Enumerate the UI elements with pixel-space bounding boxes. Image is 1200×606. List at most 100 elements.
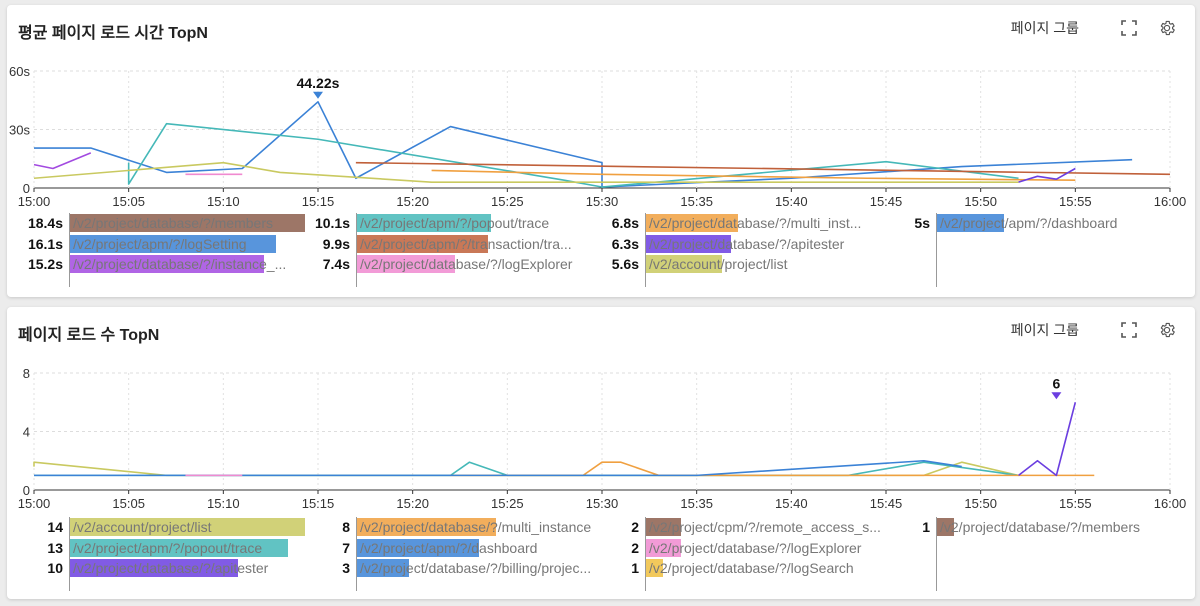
legend-item[interactable]: 5s/v2/project/apm/?/dashboard <box>900 213 1186 233</box>
legend-label: /v2/project/database/?/logExplorer <box>360 256 573 272</box>
legend-item[interactable]: 2/v2/project/database/?/logExplorer <box>603 538 897 558</box>
legend-value: 10 <box>47 560 63 576</box>
legend-value: 10.1s <box>314 215 350 231</box>
x-tick-label: 16:00 <box>1154 496 1187 511</box>
x-tick-label: 15:30 <box>586 194 619 209</box>
legend-value: 1 <box>922 519 930 535</box>
x-tick-label: 15:20 <box>396 194 429 209</box>
legend-bar <box>645 255 722 273</box>
x-tick-label: 15:50 <box>964 194 997 209</box>
legend-item[interactable]: 1/v2/project/database/?/members <box>900 517 1186 537</box>
legend-value: 5s <box>914 215 930 231</box>
legend-column-divider <box>69 517 70 591</box>
legend-item[interactable]: 5.6s/v2/account/project/list <box>603 254 897 274</box>
legend-bar <box>645 559 663 577</box>
chart-legend: 14/v2/account/project/list 13/v2/project/… <box>7 517 1195 597</box>
legend-value: 6.3s <box>611 235 639 252</box>
y-tick-label: 0 <box>23 181 30 196</box>
legend-value: 2 <box>631 519 639 535</box>
legend-column-divider <box>645 213 646 287</box>
legend-column-divider <box>356 213 357 287</box>
legend-label: /v2/project/apm/?/popout/trace <box>73 539 263 556</box>
legend-item[interactable]: 9.9s/v2/project/apm/?/transaction/tra... <box>310 234 602 254</box>
series-line[interactable] <box>34 459 962 477</box>
legend-label: /v2/project/apm/?/dashboard <box>360 539 538 556</box>
legend-item[interactable]: 7.4s/v2/project/database/?/logExplorer <box>310 254 602 274</box>
legend-item[interactable]: 6.8s/v2/project/database/?/multi_inst... <box>603 213 897 233</box>
series-line[interactable] <box>33 161 1019 183</box>
legend-label: /v2/account/project/list <box>73 519 212 535</box>
legend-bar <box>356 234 489 253</box>
peak-label: 44.22s <box>297 75 340 91</box>
expand-icon[interactable] <box>1119 320 1139 340</box>
series-line[interactable] <box>127 122 1019 188</box>
legend-label: /v2/project/database/?/billing/projec... <box>360 560 592 576</box>
peak-marker <box>1051 392 1062 400</box>
expand-icon[interactable] <box>1119 18 1139 38</box>
series-line[interactable] <box>450 461 1095 477</box>
y-tick-label: 4 <box>23 425 30 440</box>
legend-item[interactable]: 3/v2/project/database/?/billing/projec..… <box>310 558 602 578</box>
legend-column-divider <box>356 517 357 591</box>
legend-item[interactable]: 14/v2/account/project/list <box>17 517 305 537</box>
legend-item[interactable]: 16.1s/v2/project/apm/?/logSetting <box>17 234 305 254</box>
legend-item[interactable]: 13/v2/project/apm/?/popout/trace <box>17 538 305 558</box>
legend-item[interactable]: 15.2s/v2/project/database/?/instance_... <box>17 254 305 274</box>
avg-page-load-time-panel: 평균 페이지 로드 시간 TopN 페이지 그룹 0 30s 60s 15:00 15:… <box>7 5 1195 297</box>
panel-toolbar: 페이지 그룹 <box>1011 18 1177 38</box>
legend-label: /v2/project/database/?/instance_... <box>73 256 287 272</box>
legend-item[interactable]: 6.3s/v2/project/database/?/apitester <box>603 234 897 254</box>
legend-item[interactable]: 18.4s/v2/project/database/?/members <box>17 213 305 233</box>
legend-bar <box>356 255 455 273</box>
gear-icon[interactable] <box>1157 18 1177 38</box>
x-tick-label: 15:45 <box>870 496 903 511</box>
y-tick-label: 8 <box>23 366 30 381</box>
legend-value: 9.9s <box>322 235 350 252</box>
series-line[interactable] <box>33 152 92 170</box>
gear-icon[interactable] <box>1157 320 1177 340</box>
legend-bar <box>356 518 497 536</box>
series-line[interactable] <box>1018 167 1076 183</box>
legend-column-divider <box>936 213 937 287</box>
legend-item[interactable]: 1/v2/project/database/?/logSearch <box>603 558 897 578</box>
legend-item[interactable]: 10.1s/v2/project/apm/?/popout/trace <box>310 213 602 233</box>
x-tick-label: 15:15 <box>302 194 335 209</box>
x-tick-label: 15:55 <box>1059 496 1092 511</box>
legend-label: /v2/project/database/?/logExplorer <box>649 539 862 556</box>
chart-legend: 18.4s/v2/project/database/?/members 16.1s… <box>7 213 1195 293</box>
legend-bar <box>356 538 479 557</box>
legend-bar <box>69 518 305 536</box>
legend-item[interactable]: 7/v2/project/apm/?/dashboard <box>310 538 602 558</box>
legend-value: 7.4s <box>322 256 350 272</box>
legend-value: 15.2s <box>27 256 63 272</box>
series-line[interactable] <box>431 169 1076 181</box>
legend-label: /v2/project/apm/?/dashboard <box>940 215 1118 231</box>
line-chart: 0 30s 60s 15:00 15:05 15:10 15:15 15:20 15:25 15:… <box>9 64 1186 209</box>
legend-item[interactable]: 2/v2/project/cpm/?/remote_access_s... <box>603 517 897 537</box>
legend-column-divider <box>645 517 646 591</box>
legend-label: /v2/project/database/?/members <box>940 519 1140 535</box>
legend-bar <box>356 559 409 577</box>
x-tick-label: 15:05 <box>112 194 145 209</box>
legend-value: 1 <box>631 560 639 576</box>
page-group-button[interactable]: 페이지 그룹 <box>1010 322 1079 338</box>
x-tick-label: 15:50 <box>964 496 997 511</box>
page-load-count-panel: 페이지 로드 수 TopN 페이지 그룹 0 4 8 15:00 15:05 15:10 1… <box>7 307 1195 599</box>
legend-item[interactable]: 8/v2/project/database/?/multi_instance <box>310 517 602 537</box>
legend-value: 3 <box>342 560 350 576</box>
legend-bar <box>69 559 238 577</box>
legend-bar <box>936 518 954 536</box>
series-line[interactable] <box>355 161 1171 176</box>
legend-bar <box>645 214 739 232</box>
legend-item[interactable]: 10/v2/project/database/?/apitester <box>17 558 305 578</box>
legend-value: 14 <box>47 519 63 535</box>
legend-value: 8 <box>342 519 350 535</box>
peak-label: 6 <box>1053 375 1061 391</box>
page-group-button[interactable]: 페이지 그룹 <box>1010 20 1079 36</box>
legend-column-divider <box>936 517 937 591</box>
legend-bar <box>645 518 682 536</box>
legend-value: 6.8s <box>611 215 639 231</box>
legend-bar <box>645 234 732 253</box>
series-line[interactable] <box>1018 402 1077 477</box>
x-tick-label: 15:40 <box>775 194 808 209</box>
